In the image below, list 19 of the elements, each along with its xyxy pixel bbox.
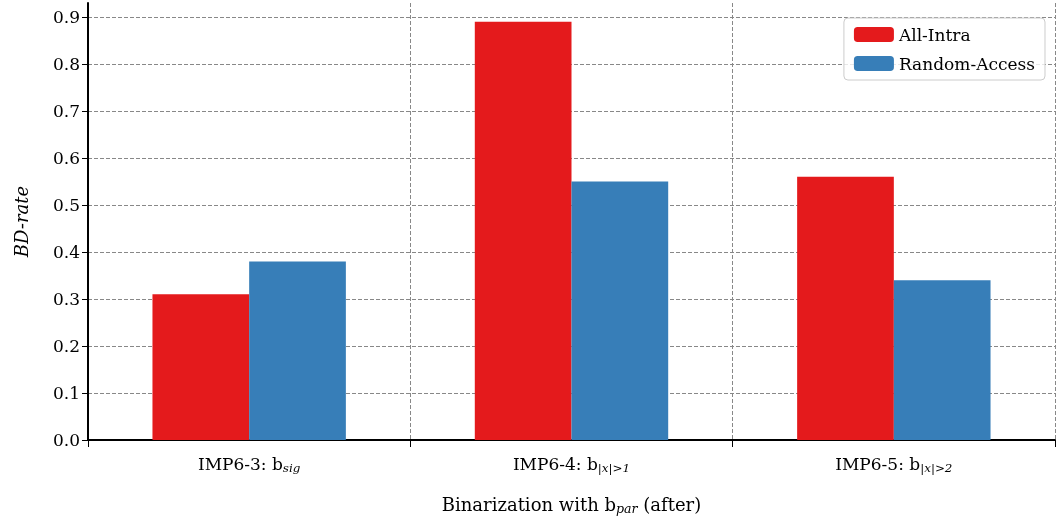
y-tick-label: 0.1	[52, 383, 80, 404]
y-tick-label: 0.7	[52, 101, 80, 122]
y-tick-label: 0.6	[52, 148, 80, 169]
bar	[893, 280, 991, 440]
bar	[797, 176, 894, 440]
y-tick-label: 0.5	[52, 195, 80, 216]
bar	[474, 21, 572, 440]
legend-label: Random-Access	[898, 53, 1036, 74]
y-tick-label: 0.0	[52, 430, 80, 450]
legend-label: All-Intra	[897, 24, 971, 45]
y-axis-title: BD-rate	[10, 185, 32, 259]
y-tick-label: 0.2	[52, 336, 80, 357]
y-tick-label: 0.4	[52, 242, 80, 263]
bar	[571, 181, 669, 440]
y-tick-label: 0.8	[52, 54, 80, 75]
bar	[152, 294, 250, 440]
y-tick-label: 0.3	[52, 289, 80, 310]
y-tick-label: 0.9	[52, 7, 80, 28]
bar	[249, 261, 346, 440]
